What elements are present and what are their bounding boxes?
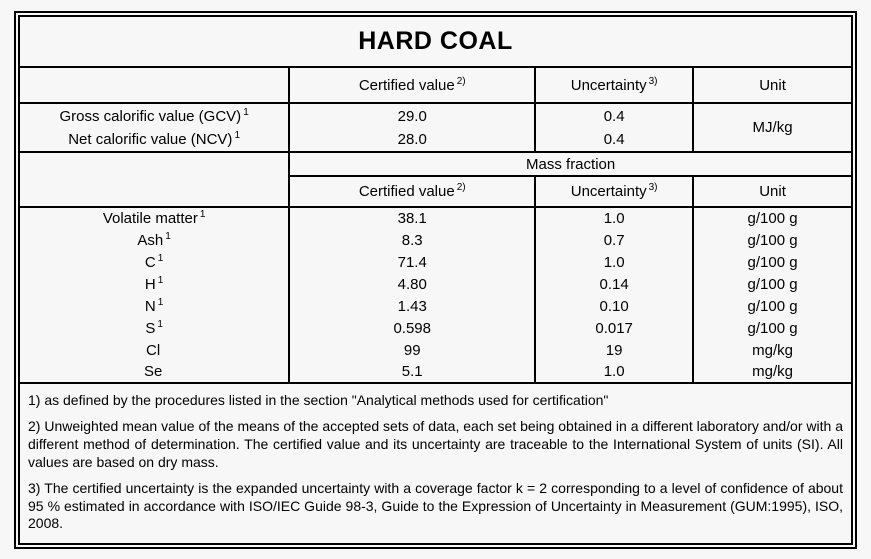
row-label: Volatile matter xyxy=(102,210,198,227)
uncertainty-cell: 0.4 xyxy=(534,103,694,128)
row-label: Gross calorific value (GCV) xyxy=(59,107,242,125)
certified-value-cell: 29.0 xyxy=(288,103,536,128)
element-row: Ash 1 8.3 0.7 g/100 g xyxy=(20,229,851,251)
certified-value-cell: 8.3 xyxy=(288,229,536,251)
footnote-ref-1: 1 xyxy=(157,274,164,286)
uncertainty-cell: 1.0 xyxy=(534,361,694,384)
certified-value-cell: 4.80 xyxy=(288,273,536,295)
certificate-frame: HARD COAL Certified value 2) Uncertainty 3… xyxy=(14,11,857,549)
certified-value-cell: 0.598 xyxy=(288,317,536,339)
row-label: C xyxy=(144,253,156,271)
mass-fraction-header-row: Mass fraction xyxy=(20,152,851,208)
unit-cell-shared: MJ/kg xyxy=(692,103,851,153)
footnote-ref-2: 2) xyxy=(456,182,466,193)
row-label-cell: Gross calorific value (GCV) 1 xyxy=(20,103,289,128)
footnote-ref-1: 1 xyxy=(243,106,249,118)
row-label: Se xyxy=(143,363,163,380)
unit-cell: g/100 g xyxy=(692,317,851,339)
unit-cell: g/100 g xyxy=(692,229,851,251)
page-title: HARD COAL xyxy=(20,17,851,68)
footnote-ref-1: 1 xyxy=(234,130,240,141)
element-row: Cl 99 19 mg/kg xyxy=(20,339,851,361)
element-row: Se 5.1 1.0 mg/kg xyxy=(20,361,851,384)
footnotes-area: 1) as defined by the procedures listed i… xyxy=(20,383,851,543)
certified-value-cell: 99 xyxy=(288,339,536,361)
header-row-2: Certified value 2) Uncertainty 3) Unit xyxy=(20,176,851,208)
header-uncertainty: Uncertainty 3) xyxy=(534,176,694,208)
header-row: Certified value 2) Uncertainty 3) Unit xyxy=(20,67,851,104)
row-label: Cl xyxy=(146,341,161,359)
header-certified-value: Certified value 2) xyxy=(288,176,536,208)
certified-value-cell: 1.43 xyxy=(288,295,536,317)
unit-cell: g/100 g xyxy=(692,251,851,273)
certificate-table: HARD COAL Certified value 2) Uncertainty 3… xyxy=(20,17,851,543)
row-label: Ash xyxy=(137,231,164,249)
row-label: H xyxy=(144,275,156,293)
footnotes-row: 1) as defined by the procedures listed i… xyxy=(20,383,851,543)
uncertainty-cell: 0.017 xyxy=(534,317,694,339)
footnote-2: 2) Unweighted mean value of the means of… xyxy=(28,417,843,470)
unit-cell: mg/kg xyxy=(692,339,851,361)
row-label: N xyxy=(144,297,156,315)
row-label-cell: Cl xyxy=(20,339,289,361)
footnote-ref-1: 1 xyxy=(157,252,164,264)
section-blank-cell xyxy=(20,152,290,208)
footnote-ref-1: 1 xyxy=(157,296,164,308)
uncertainty-cell: 0.7 xyxy=(534,229,694,251)
certified-value-cell: 71.4 xyxy=(288,251,536,273)
title-row: HARD COAL xyxy=(20,17,851,68)
footnote-ref-3: 3) xyxy=(648,182,658,193)
uncertainty-cell: 19 xyxy=(534,339,694,361)
row-label-cell: Se xyxy=(20,361,290,384)
uncertainty-cell: 0.14 xyxy=(534,273,694,295)
footnote-1: 1) as defined by the procedures listed i… xyxy=(28,392,609,408)
header-unit: Unit xyxy=(692,67,851,104)
unit-cell: g/100 g xyxy=(692,207,851,229)
row-label: Net calorific value (NCV) xyxy=(68,131,233,148)
unit-cell: g/100 g xyxy=(692,295,851,317)
certified-value-cell: 38.1 xyxy=(288,207,536,229)
footnote-ref-2: 2) xyxy=(456,75,466,87)
certificate-frame-inner: HARD COAL Certified value 2) Uncertainty 3… xyxy=(18,15,853,545)
element-row: Volatile matter 1 38.1 1.0 g/100 g xyxy=(20,207,851,229)
footnote-ref-1: 1 xyxy=(165,230,171,242)
row-label: S xyxy=(145,319,156,337)
certified-value-cell: 5.1 xyxy=(288,361,536,384)
uncertainty-cell: 0.10 xyxy=(534,295,694,317)
row-label-cell: Net calorific value (NCV) 1 xyxy=(20,128,290,153)
header-unit: Unit xyxy=(692,176,851,208)
footnote-ref-1: 1 xyxy=(157,318,163,330)
header-certified-value: Certified value 2) xyxy=(288,67,536,104)
unit-cell: g/100 g xyxy=(692,273,851,295)
uncertainty-cell: 1.0 xyxy=(534,207,694,229)
uncertainty-cell: 0.4 xyxy=(534,128,694,153)
footnote-3: 3) The certified uncertainty is the expa… xyxy=(28,479,843,532)
header-uncertainty-label: Uncertainty xyxy=(570,76,647,94)
calorific-row-gcv: Gross calorific value (GCV) 1 29.0 0.4 MJ… xyxy=(20,103,851,153)
header-certified-value-label: Certified value xyxy=(358,183,455,200)
mass-fraction-header: Mass fraction xyxy=(288,152,851,177)
calorific-row-ncv: Net calorific value (NCV) 1 28.0 0.4 xyxy=(20,128,851,153)
header-certified-value-label: Certified value xyxy=(358,76,455,94)
certified-value-cell: 28.0 xyxy=(288,128,536,153)
header-uncertainty-label: Uncertainty xyxy=(570,183,647,200)
row-label-cell: Volatile matter 1 xyxy=(20,207,289,229)
unit-cell: mg/kg xyxy=(692,361,851,384)
header-uncertainty: Uncertainty 3) xyxy=(534,67,694,104)
header-blank-cell xyxy=(20,67,290,104)
footnote-ref-3: 3) xyxy=(648,75,658,87)
uncertainty-cell: 1.0 xyxy=(534,251,694,273)
footnote-ref-1: 1 xyxy=(199,209,206,220)
row-label-cell: Ash 1 xyxy=(20,229,289,251)
